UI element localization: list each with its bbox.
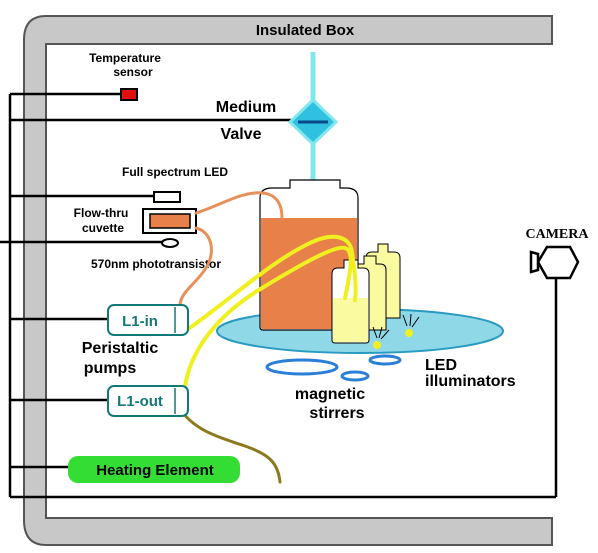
peristaltic-label-1: Peristaltic bbox=[82, 340, 159, 357]
cuvette-label-2: cuvette bbox=[82, 221, 124, 235]
pump-l1-out bbox=[107, 385, 189, 417]
magnetic-stirrers-label-1: magnetic bbox=[295, 386, 365, 403]
led-illuminators-label-2: illuminators bbox=[425, 373, 516, 390]
medium-label: Medium bbox=[216, 99, 276, 116]
full-spectrum-led-label: Full spectrum LED bbox=[122, 165, 228, 179]
led-illuminator-1 bbox=[372, 326, 390, 349]
pump-l1-out-label: L1-out bbox=[117, 393, 163, 410]
temperature-sensor-label-2: sensor bbox=[113, 65, 153, 79]
heating-element-label: Heating Element bbox=[96, 462, 214, 479]
led-illuminators-label-1: LED bbox=[425, 357, 457, 374]
full-spectrum-led bbox=[153, 191, 181, 203]
wiring bbox=[0, 92, 558, 499]
flow-thru-cuvette bbox=[142, 208, 197, 234]
valve-label: Valve bbox=[221, 126, 262, 143]
camera-label: CAMERA bbox=[526, 227, 590, 242]
phototransistor-label: 570nm phototransistor bbox=[91, 257, 221, 271]
cuvette-label-1: Flow-thru bbox=[74, 206, 129, 220]
pump-l1-in bbox=[107, 304, 189, 336]
magnetic-stirrers-label-2: stirrers bbox=[309, 405, 364, 422]
temperature-sensor bbox=[120, 88, 138, 101]
insulated-box-title: Insulated Box bbox=[256, 22, 355, 39]
magnetic-stirrers bbox=[265, 354, 402, 382]
phototransistor bbox=[161, 238, 179, 248]
peristaltic-label-2: pumps bbox=[84, 360, 137, 377]
led-illuminator-2 bbox=[402, 313, 420, 337]
insulated-box bbox=[23, 15, 553, 546]
heating-element bbox=[68, 456, 240, 483]
temperature-sensor-label-1: Temperature bbox=[89, 51, 161, 65]
culture-vessel-front bbox=[331, 259, 370, 344]
pump-l1-in-label: L1-in bbox=[122, 313, 158, 330]
medium-valve bbox=[287, 97, 339, 147]
tubing bbox=[176, 191, 358, 484]
camera-icon bbox=[529, 245, 580, 280]
